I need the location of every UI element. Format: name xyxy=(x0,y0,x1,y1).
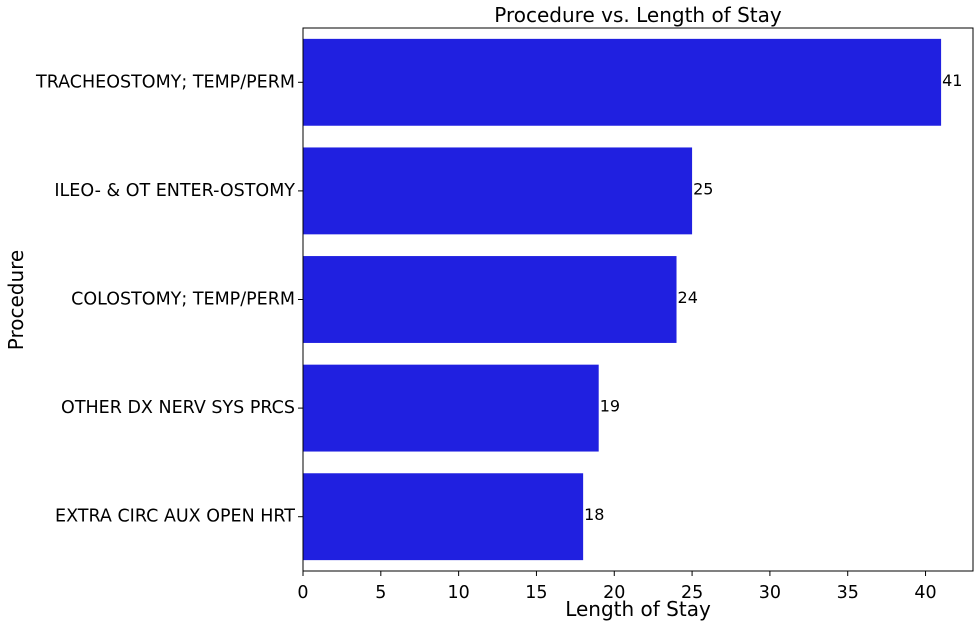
x-tick-label: 10 xyxy=(447,583,469,603)
chart-title: Procedure vs. Length of Stay xyxy=(494,3,782,27)
bar xyxy=(303,256,677,343)
x-tick-label: 30 xyxy=(759,583,781,603)
y-tick-label: ILEO- & OT ENTER-OSTOMY xyxy=(54,181,295,201)
bar-value-label: 25 xyxy=(693,179,713,198)
y-axis-ticks: TRACHEOSTOMY; TEMP/PERM ILEO- & OT ENTER-… xyxy=(35,72,303,527)
bar xyxy=(303,38,942,126)
y-tick-label: TRACHEOSTOMY; TEMP/PERM xyxy=(35,72,295,92)
y-tick-label: OTHER DX NERV SYS PRCS xyxy=(61,398,295,418)
bar xyxy=(303,473,584,561)
x-tick-label: 40 xyxy=(914,583,936,603)
bar-value-label: 18 xyxy=(584,505,604,524)
y-axis-label: Procedure xyxy=(4,250,28,351)
bar-value-label: 19 xyxy=(600,397,620,416)
x-tick-label: 20 xyxy=(603,583,625,603)
bar xyxy=(303,364,599,452)
bars-group xyxy=(303,38,942,561)
bar xyxy=(303,147,693,235)
x-tick-label: 35 xyxy=(837,583,859,603)
x-axis-ticks: 0 5 10 15 20 25 30 35 40 xyxy=(297,571,937,603)
bar-value-label: 24 xyxy=(678,288,698,307)
y-tick-label: COLOSTOMY; TEMP/PERM xyxy=(71,290,295,310)
bar-value-label: 41 xyxy=(942,71,962,90)
x-tick-label: 15 xyxy=(525,583,547,603)
y-tick-label: EXTRA CIRC AUX OPEN HRT xyxy=(55,507,295,527)
value-labels-group: 41 25 24 19 18 xyxy=(584,71,962,524)
x-tick-label: 25 xyxy=(681,583,703,603)
x-tick-label: 0 xyxy=(297,583,308,603)
x-tick-label: 5 xyxy=(375,583,386,603)
x-axis-label: Length of Stay xyxy=(565,597,711,621)
plot-frame xyxy=(302,27,974,572)
